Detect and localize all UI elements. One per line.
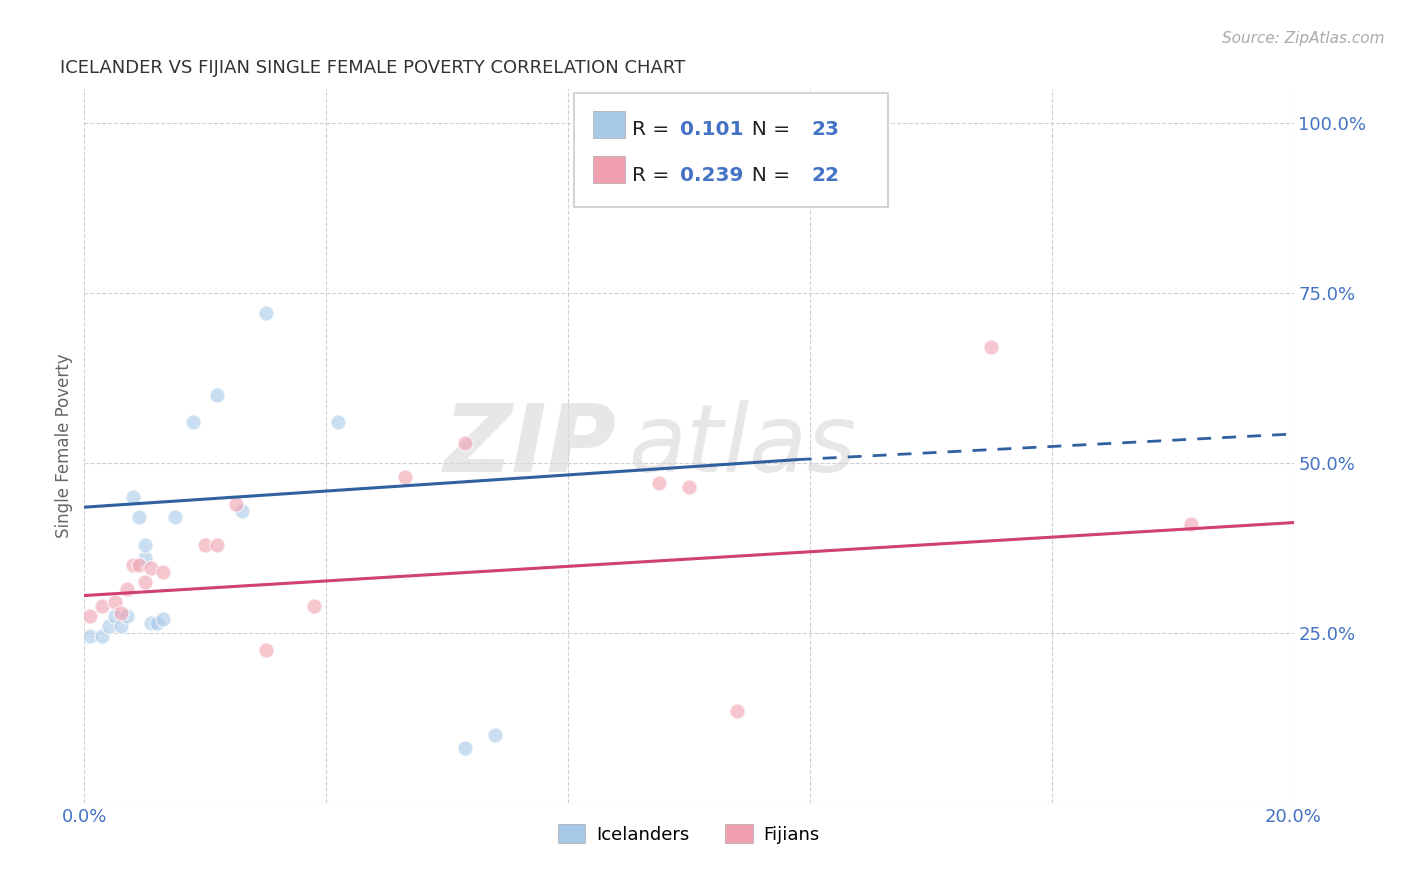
Text: 0.101: 0.101: [681, 120, 744, 139]
Point: [104, 608, 127, 623]
Point: [207, 537, 229, 551]
FancyBboxPatch shape: [593, 155, 624, 184]
Point: [328, 415, 350, 429]
Point: [484, 728, 506, 742]
Point: [394, 469, 416, 483]
Text: Source: ZipAtlas.com: Source: ZipAtlas.com: [1222, 31, 1385, 46]
Point: [121, 490, 143, 504]
Point: [207, 388, 229, 402]
Point: [134, 551, 156, 566]
Point: [254, 306, 277, 320]
Point: [91, 629, 114, 643]
Point: [104, 595, 127, 609]
Point: [79, 629, 101, 643]
Legend: Icelanders, Fijians: Icelanders, Fijians: [551, 817, 827, 851]
Point: [696, 136, 718, 151]
Point: [454, 741, 477, 756]
Text: atlas: atlas: [628, 401, 856, 491]
FancyBboxPatch shape: [593, 111, 624, 138]
Point: [1180, 517, 1202, 532]
Point: [302, 599, 325, 613]
Text: N =: N =: [738, 166, 796, 186]
Text: ZIP: ZIP: [443, 400, 616, 492]
Point: [194, 537, 217, 551]
Point: [152, 565, 174, 579]
Point: [678, 480, 700, 494]
Point: [115, 608, 138, 623]
Point: [181, 415, 204, 429]
Text: R =: R =: [633, 166, 676, 186]
Point: [121, 558, 143, 572]
Point: [110, 619, 132, 633]
Point: [165, 510, 187, 524]
Point: [110, 606, 132, 620]
Point: [134, 537, 156, 551]
Text: R =: R =: [633, 120, 676, 139]
Text: 0.239: 0.239: [681, 166, 744, 186]
Point: [725, 704, 748, 718]
Point: [91, 599, 114, 613]
Point: [254, 643, 277, 657]
Point: [139, 561, 162, 575]
Point: [146, 615, 169, 630]
Point: [648, 476, 671, 491]
Point: [128, 558, 150, 572]
FancyBboxPatch shape: [574, 93, 889, 207]
Point: [79, 608, 101, 623]
Point: [139, 615, 162, 630]
Point: [225, 497, 247, 511]
Point: [128, 510, 150, 524]
Text: 23: 23: [811, 120, 839, 139]
Text: N =: N =: [738, 120, 796, 139]
Point: [678, 136, 700, 151]
Point: [980, 341, 1002, 355]
Point: [97, 619, 120, 633]
Text: 22: 22: [811, 166, 839, 186]
Point: [454, 435, 477, 450]
Text: ICELANDER VS FIJIAN SINGLE FEMALE POVERTY CORRELATION CHART: ICELANDER VS FIJIAN SINGLE FEMALE POVERT…: [60, 59, 686, 77]
Point: [134, 574, 156, 589]
Point: [231, 503, 253, 517]
Point: [115, 582, 138, 596]
Point: [152, 612, 174, 626]
Y-axis label: Single Female Poverty: Single Female Poverty: [55, 354, 73, 538]
